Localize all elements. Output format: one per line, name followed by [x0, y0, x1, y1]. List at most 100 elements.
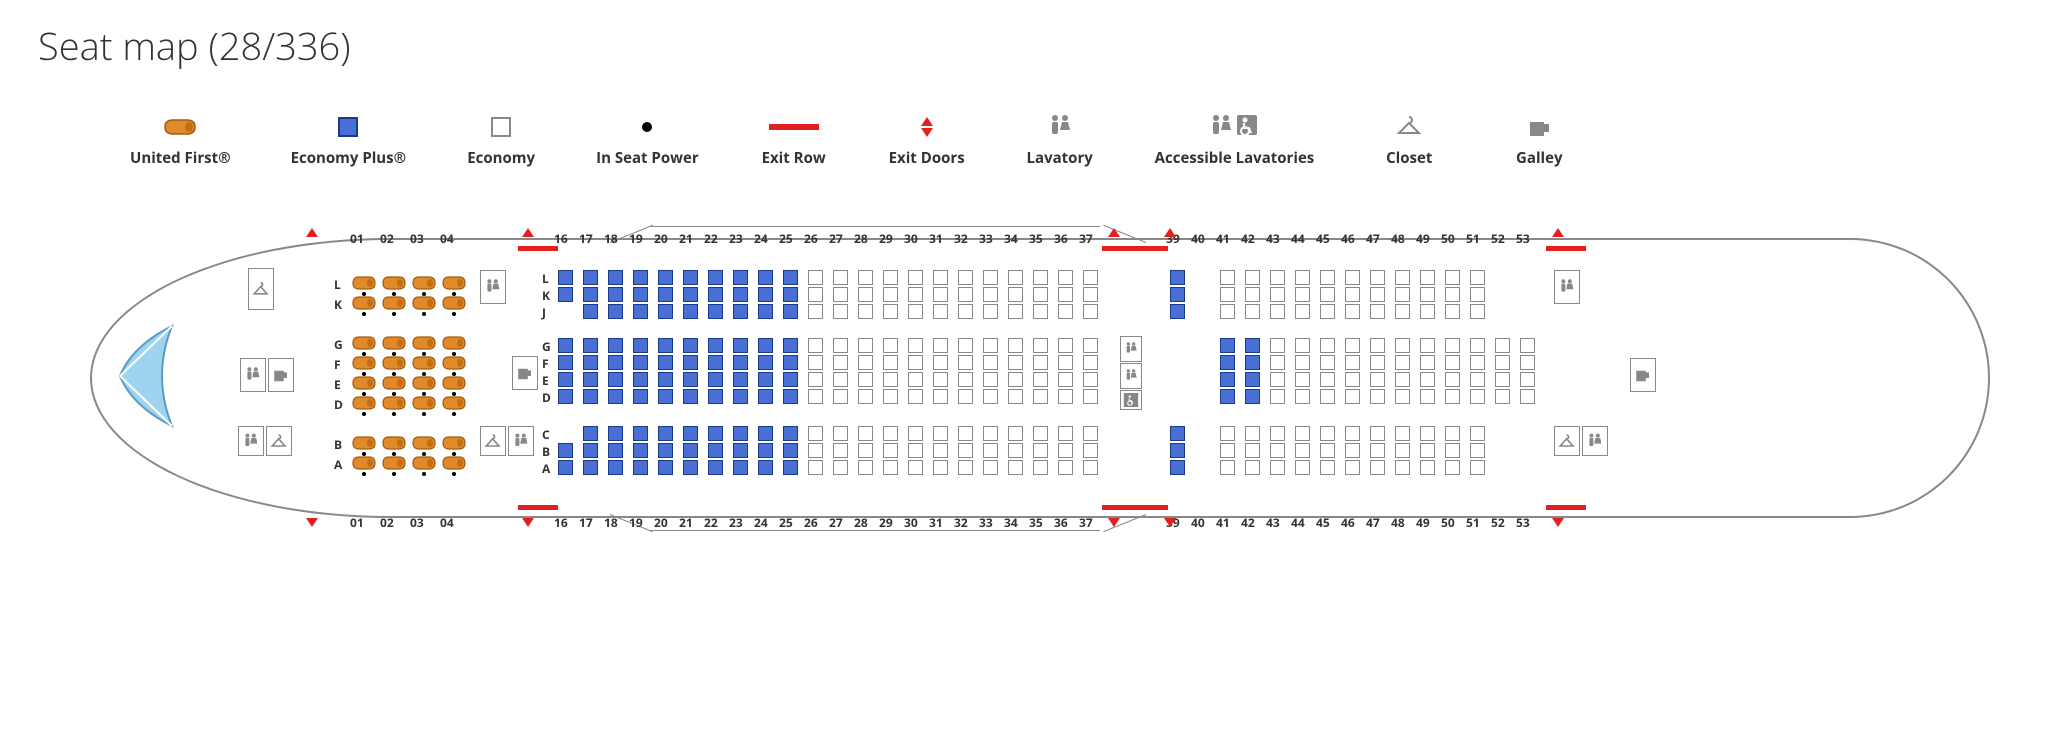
seat-37E[interactable]	[1083, 372, 1098, 387]
seat-43E[interactable]	[1270, 372, 1285, 387]
seat-16G[interactable]	[558, 338, 573, 353]
seat-28E[interactable]	[858, 372, 873, 387]
seat-31F[interactable]	[933, 355, 948, 370]
seat-17E[interactable]	[583, 372, 598, 387]
seat-46C[interactable]	[1345, 426, 1360, 441]
seat-24K[interactable]	[758, 287, 773, 302]
seat-24A[interactable]	[758, 460, 773, 475]
seat-37K[interactable]	[1083, 287, 1098, 302]
seat-46B[interactable]	[1345, 443, 1360, 458]
seat-51F[interactable]	[1470, 355, 1485, 370]
seat-39J[interactable]	[1170, 304, 1185, 319]
seat-18E[interactable]	[608, 372, 623, 387]
seat-30E[interactable]	[908, 372, 923, 387]
seat-22C[interactable]	[708, 426, 723, 441]
seat-48D[interactable]	[1395, 389, 1410, 404]
seat-45B[interactable]	[1320, 443, 1335, 458]
seat-16K[interactable]	[558, 287, 573, 302]
seat-27B[interactable]	[833, 443, 848, 458]
seat-43F[interactable]	[1270, 355, 1285, 370]
seat-21C[interactable]	[683, 426, 698, 441]
seat-26F[interactable]	[808, 355, 823, 370]
seat-16L[interactable]	[558, 270, 573, 285]
seat-31E[interactable]	[933, 372, 948, 387]
seat-19E[interactable]	[633, 372, 648, 387]
seat-24B[interactable]	[758, 443, 773, 458]
seat-28D[interactable]	[858, 389, 873, 404]
seat-25K[interactable]	[783, 287, 798, 302]
seat-46K[interactable]	[1345, 287, 1360, 302]
seat-first-01A[interactable]	[352, 454, 376, 472]
seat-33B[interactable]	[983, 443, 998, 458]
seat-47J[interactable]	[1370, 304, 1385, 319]
seat-44J[interactable]	[1295, 304, 1310, 319]
seat-28L[interactable]	[858, 270, 873, 285]
seat-23L[interactable]	[733, 270, 748, 285]
seat-23D[interactable]	[733, 389, 748, 404]
seat-31C[interactable]	[933, 426, 948, 441]
seat-35E[interactable]	[1033, 372, 1048, 387]
seat-49J[interactable]	[1420, 304, 1435, 319]
seat-50L[interactable]	[1445, 270, 1460, 285]
seat-27L[interactable]	[833, 270, 848, 285]
seat-42D[interactable]	[1245, 389, 1260, 404]
seat-19D[interactable]	[633, 389, 648, 404]
seat-17F[interactable]	[583, 355, 598, 370]
seat-25G[interactable]	[783, 338, 798, 353]
seat-first-02K[interactable]	[382, 294, 406, 312]
seat-33F[interactable]	[983, 355, 998, 370]
seat-first-04K[interactable]	[442, 294, 466, 312]
seat-49B[interactable]	[1420, 443, 1435, 458]
seat-25L[interactable]	[783, 270, 798, 285]
seat-33A[interactable]	[983, 460, 998, 475]
seat-42L[interactable]	[1245, 270, 1260, 285]
seat-51L[interactable]	[1470, 270, 1485, 285]
seat-24J[interactable]	[758, 304, 773, 319]
seat-29K[interactable]	[883, 287, 898, 302]
seat-16E[interactable]	[558, 372, 573, 387]
seat-34D[interactable]	[1008, 389, 1023, 404]
seat-19F[interactable]	[633, 355, 648, 370]
seat-first-04D[interactable]	[442, 394, 466, 412]
seat-22L[interactable]	[708, 270, 723, 285]
seat-49C[interactable]	[1420, 426, 1435, 441]
seat-53F[interactable]	[1520, 355, 1535, 370]
seat-45J[interactable]	[1320, 304, 1335, 319]
seat-42J[interactable]	[1245, 304, 1260, 319]
seat-first-02L[interactable]	[382, 274, 406, 292]
seat-32C[interactable]	[958, 426, 973, 441]
seat-22F[interactable]	[708, 355, 723, 370]
seat-31B[interactable]	[933, 443, 948, 458]
seat-22E[interactable]	[708, 372, 723, 387]
seat-36D[interactable]	[1058, 389, 1073, 404]
seat-42B[interactable]	[1245, 443, 1260, 458]
seat-26B[interactable]	[808, 443, 823, 458]
seat-29F[interactable]	[883, 355, 898, 370]
seat-23C[interactable]	[733, 426, 748, 441]
seat-48G[interactable]	[1395, 338, 1410, 353]
seat-21B[interactable]	[683, 443, 698, 458]
seat-27F[interactable]	[833, 355, 848, 370]
seat-35F[interactable]	[1033, 355, 1048, 370]
seat-22B[interactable]	[708, 443, 723, 458]
seat-45K[interactable]	[1320, 287, 1335, 302]
seat-22K[interactable]	[708, 287, 723, 302]
seat-25E[interactable]	[783, 372, 798, 387]
seat-43B[interactable]	[1270, 443, 1285, 458]
seat-19G[interactable]	[633, 338, 648, 353]
seat-43J[interactable]	[1270, 304, 1285, 319]
seat-23G[interactable]	[733, 338, 748, 353]
seat-48K[interactable]	[1395, 287, 1410, 302]
seat-44G[interactable]	[1295, 338, 1310, 353]
seat-22G[interactable]	[708, 338, 723, 353]
seat-45C[interactable]	[1320, 426, 1335, 441]
seat-20F[interactable]	[658, 355, 673, 370]
seat-26A[interactable]	[808, 460, 823, 475]
seat-34B[interactable]	[1008, 443, 1023, 458]
seat-53G[interactable]	[1520, 338, 1535, 353]
seat-20B[interactable]	[658, 443, 673, 458]
seat-36C[interactable]	[1058, 426, 1073, 441]
seat-25F[interactable]	[783, 355, 798, 370]
seat-34F[interactable]	[1008, 355, 1023, 370]
seat-16A[interactable]	[558, 460, 573, 475]
